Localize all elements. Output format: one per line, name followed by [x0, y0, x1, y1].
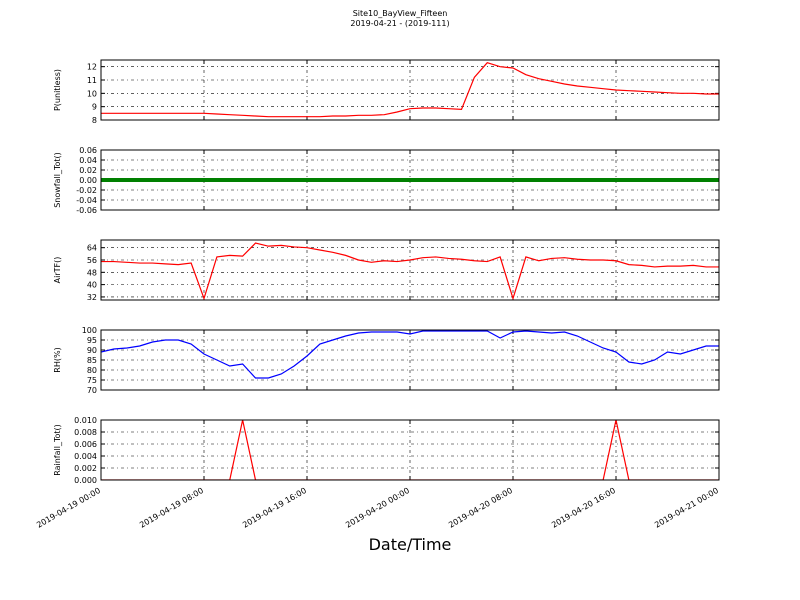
data-line — [101, 242, 719, 300]
y-tick-label: 75 — [87, 376, 97, 385]
y-tick-label: -0.02 — [76, 186, 97, 195]
y-axis-label: P(unitless) — [53, 69, 62, 111]
y-tick-label: 48 — [87, 268, 97, 277]
y-tick-label: 40 — [87, 281, 97, 290]
chart-subtitle: 2019-04-21 - (2019-111) — [350, 19, 449, 28]
y-axis-label: Snowfall_Tot() — [53, 152, 62, 208]
y-axis-label: AirTF() — [53, 257, 62, 284]
plot-frame — [100, 239, 720, 301]
y-tick-label: 9 — [92, 103, 97, 112]
plot-frame — [100, 419, 720, 481]
plot-frame — [100, 149, 720, 211]
y-tick-label: 10 — [87, 89, 97, 98]
y-tick-label: 8 — [92, 116, 97, 125]
plot-frame — [100, 329, 720, 391]
y-tick-label: 70 — [87, 386, 97, 395]
y-tick-label: 12 — [87, 63, 97, 72]
y-tick-label: 0.010 — [74, 416, 97, 425]
y-tick-label: 56 — [87, 256, 97, 265]
y-tick-label: 11 — [87, 76, 97, 85]
y-tick-label: 0.002 — [74, 464, 97, 473]
y-tick-label: 32 — [87, 293, 97, 302]
data-line — [101, 330, 719, 379]
y-tick-label: 80 — [87, 366, 97, 375]
plot-frame — [100, 59, 720, 121]
y-axis-label: RH(%) — [53, 347, 62, 372]
y-tick-label: 0.02 — [79, 166, 97, 175]
y-tick-label: -0.06 — [76, 206, 97, 215]
y-tick-label: 0.04 — [79, 156, 97, 165]
y-tick-label: 85 — [87, 356, 97, 365]
y-tick-label: 0.004 — [74, 452, 97, 461]
y-tick-label: 95 — [87, 336, 97, 345]
y-tick-label: 64 — [87, 244, 97, 253]
chart-title: Site10_BayView_Fifteen — [353, 9, 448, 18]
y-tick-label: 0.006 — [74, 440, 97, 449]
y-tick-label: 0.00 — [79, 176, 97, 185]
data-line — [101, 61, 719, 118]
y-tick-label: 100 — [82, 326, 97, 335]
y-tick-label: -0.04 — [76, 196, 97, 205]
y-tick-label: 0.000 — [74, 476, 97, 485]
x-axis-label: Date/Time — [369, 535, 452, 554]
y-tick-label: 0.06 — [79, 146, 97, 155]
y-tick-label: 90 — [87, 346, 97, 355]
y-axis-label: Rainfall_Tot() — [53, 424, 62, 476]
y-tick-label: 0.008 — [74, 428, 97, 437]
